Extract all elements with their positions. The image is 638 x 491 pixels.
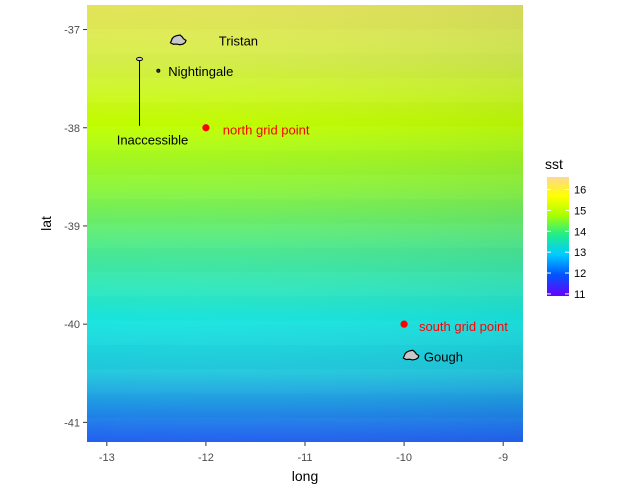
map-label: Tristan xyxy=(219,33,258,48)
sst-raster-bands xyxy=(87,5,523,442)
raster-cell-row xyxy=(87,199,523,223)
legend-tick-label: 16 xyxy=(574,185,586,197)
y-axis-title: lat xyxy=(38,216,54,231)
grid-points xyxy=(202,124,408,328)
x-tick-label: -9 xyxy=(498,452,508,464)
raster-cell-row xyxy=(87,418,523,442)
raster-cell-row xyxy=(87,78,523,102)
raster-cell-row xyxy=(87,29,523,53)
x-tick-label: -11 xyxy=(297,452,312,464)
island-nightingale xyxy=(156,68,161,73)
x-axis-title: long xyxy=(292,468,318,484)
raster-cell-row xyxy=(87,248,523,272)
raster-cell-row xyxy=(87,369,523,393)
grid-point-marker xyxy=(400,320,408,328)
map-label: Inaccessible xyxy=(117,133,189,148)
x-tick-label: -10 xyxy=(396,452,412,464)
legend-colorbar xyxy=(547,177,569,296)
raster-cell-row xyxy=(87,5,523,29)
map-label: Gough xyxy=(424,350,463,365)
legend-ticks: 11 12 13 14 15 16 xyxy=(547,185,586,301)
map-label: Nightingale xyxy=(168,64,233,79)
island-outlines xyxy=(136,34,420,361)
raster-cell-row xyxy=(87,151,523,175)
y-axis: -37 -38 -39 -40 -41 xyxy=(64,25,87,429)
y-tick-label: -37 xyxy=(64,25,80,37)
legend-tick-label: 15 xyxy=(574,205,586,217)
x-tick-label: -13 xyxy=(99,452,115,464)
island-tristan xyxy=(169,34,187,46)
raster-cell-row xyxy=(87,393,523,417)
island-inaccessible xyxy=(136,56,144,62)
y-tick-label: -41 xyxy=(64,417,80,429)
x-axis: -13 -12 -11 -10 -9 xyxy=(99,442,508,464)
sst-raster-shading xyxy=(87,5,523,442)
y-tick-label: -40 xyxy=(64,319,80,331)
island-gough xyxy=(402,349,420,361)
sst-legend: sst 11 12 13 14 15 16 xyxy=(545,156,586,301)
legend-tick-label: 11 xyxy=(574,289,585,301)
raster-cell-row xyxy=(87,296,523,320)
legend-tick-label: 13 xyxy=(574,247,586,259)
legend-tick-label: 12 xyxy=(574,268,586,280)
raster-cell-row xyxy=(87,175,523,199)
map-labels: Tristan Nightingale Inaccessible north grid… xyxy=(117,33,509,364)
y-tick-label: -39 xyxy=(64,221,80,233)
grid-point-marker xyxy=(202,124,210,132)
legend-tick-label: 14 xyxy=(574,226,586,238)
map-label: north grid point xyxy=(223,123,310,138)
y-tick-label: -38 xyxy=(64,123,80,135)
legend-title: sst xyxy=(545,156,563,172)
raster-cell-row xyxy=(87,224,523,248)
raster-cell-row xyxy=(87,54,523,78)
raster-cell-row xyxy=(87,272,523,296)
x-tick-label: -12 xyxy=(198,452,214,464)
map-label: south grid point xyxy=(419,319,508,334)
